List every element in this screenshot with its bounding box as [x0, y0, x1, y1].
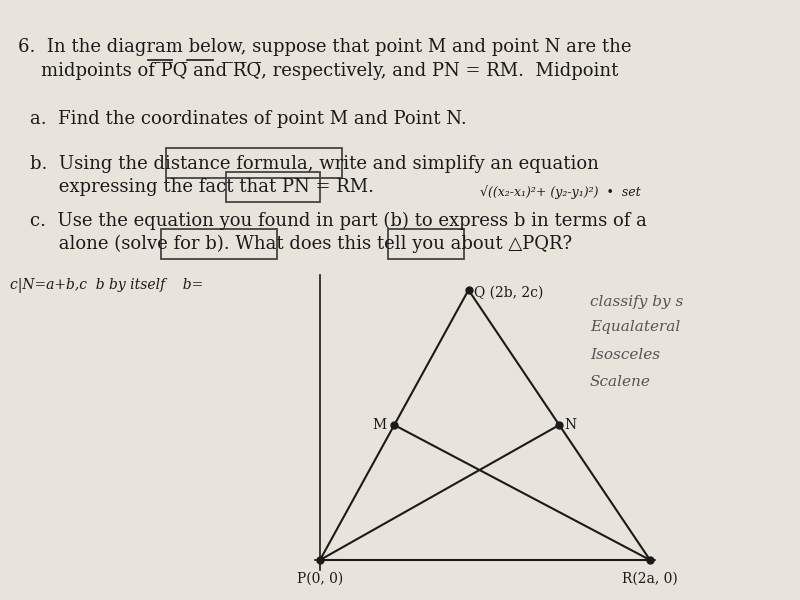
Text: c.  Use the equation you found in part (b) to express b in terms of a: c. Use the equation you found in part (b…	[30, 212, 647, 230]
Text: √((x₂-x₁)²+ (y₂-y₁)²)  •  set: √((x₂-x₁)²+ (y₂-y₁)²) • set	[480, 185, 641, 199]
Text: classify by s: classify by s	[590, 295, 683, 309]
Text: 6.  In the diagram below, suppose that point M and point N are the: 6. In the diagram below, suppose that po…	[18, 38, 631, 56]
Text: alone (solve for b). What does this tell you about △PQR?: alone (solve for b). What does this tell…	[30, 235, 572, 253]
Text: Q (2b, 2c): Q (2b, 2c)	[474, 286, 544, 300]
Text: P(0, 0): P(0, 0)	[297, 572, 343, 586]
Text: N: N	[564, 418, 576, 432]
Text: R(2a, 0): R(2a, 0)	[622, 572, 678, 586]
Text: Equalateral: Equalateral	[590, 320, 680, 334]
Text: a.  Find the coordinates of point M and Point N.: a. Find the coordinates of point M and P…	[30, 110, 466, 128]
Text: Scalene: Scalene	[590, 375, 651, 389]
Text: Isosceles: Isosceles	[590, 348, 660, 362]
Text: b.  Using the distance formula, write and simplify an equation: b. Using the distance formula, write and…	[30, 155, 599, 173]
Text: c|N=a+b,c  b by itself    b=: c|N=a+b,c b by itself b=	[10, 278, 203, 293]
Text: M: M	[372, 418, 386, 432]
Text: expressing the fact that PN = RM.: expressing the fact that PN = RM.	[30, 178, 374, 196]
Text: midpoints of ̅P̅Q̅ and ̅R̅Q̅, respectively, and PN = RM.  Midpoint: midpoints of ̅P̅Q̅ and ̅R̅Q̅, respective…	[18, 62, 618, 80]
